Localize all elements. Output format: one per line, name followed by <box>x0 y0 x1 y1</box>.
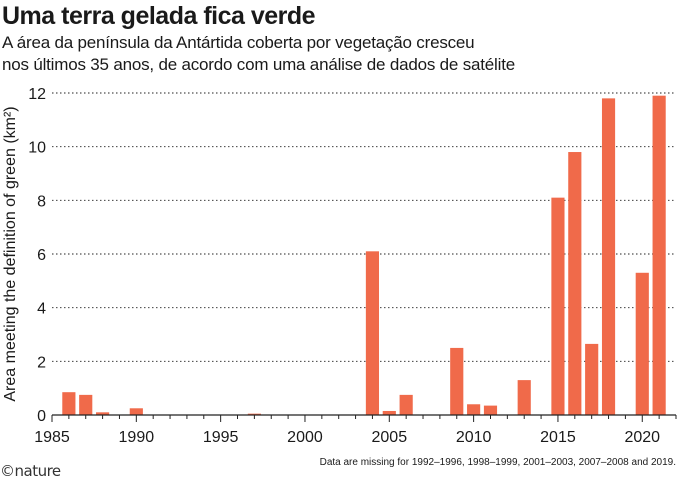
y-tick-label: 10 <box>28 140 46 157</box>
bar-2006 <box>399 394 413 415</box>
x-tick-label: 2005 <box>372 429 408 446</box>
x-tick-label: 1985 <box>34 429 70 446</box>
bar-2017 <box>585 343 599 415</box>
x-tick-label: 1990 <box>119 429 155 446</box>
bar-2016 <box>568 152 582 416</box>
nature-credit: ©nature <box>0 462 61 480</box>
bar-2013 <box>517 380 531 415</box>
bar-1987 <box>79 394 93 415</box>
y-axis-label: Area meeting the definition of green (km… <box>2 106 19 401</box>
bar-2009 <box>450 347 464 415</box>
x-tick-label: 2000 <box>287 429 323 446</box>
bar-2021 <box>652 95 666 415</box>
x-tick-label: 2020 <box>624 429 660 446</box>
y-tick-label: 0 <box>37 408 46 425</box>
chart-title: Uma terra gelada fica verde <box>2 2 316 30</box>
missing-data-footnote: Data are missing for 1992–1996, 1998–199… <box>319 457 676 468</box>
bar-2004 <box>365 251 380 415</box>
chart-subtitle-line-1: A área da península da Antártida coberta… <box>2 33 475 52</box>
bar-2011 <box>483 405 498 415</box>
bar-2015 <box>551 197 565 415</box>
bar-1988 <box>96 412 110 415</box>
bar-1990 <box>129 408 143 415</box>
bar-1997 <box>247 413 261 415</box>
x-tick-label: 2015 <box>540 429 576 446</box>
y-tick-label: 2 <box>37 354 46 371</box>
bar-2005 <box>382 410 396 415</box>
y-tick-label: 6 <box>37 247 46 264</box>
bar-2018 <box>601 98 616 415</box>
bar-2010 <box>467 404 481 415</box>
bar-2020 <box>635 272 649 415</box>
y-tick-label: 12 <box>28 86 46 103</box>
bar-1986 <box>62 392 76 415</box>
x-tick-label: 1995 <box>203 429 239 446</box>
y-tick-label: 8 <box>37 193 46 210</box>
chart-subtitle-line-2: nos últimos 35 anos, de acordo com uma a… <box>2 55 515 74</box>
x-tick-label: 2010 <box>456 429 492 446</box>
y-tick-label: 4 <box>37 301 46 318</box>
